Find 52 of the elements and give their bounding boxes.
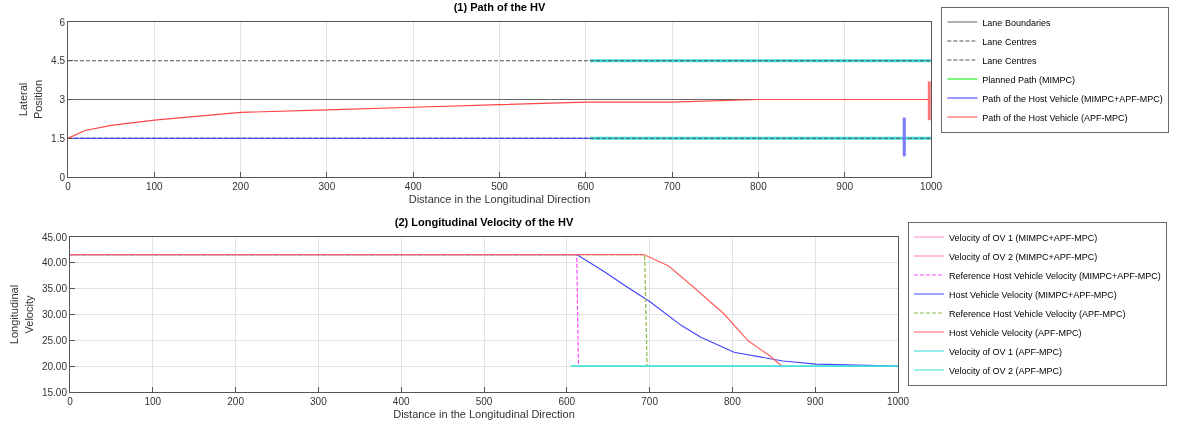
x-tick-label: 300	[318, 181, 336, 192]
legend-label: Reference Host Vehicle Velocity (APF-MPC)	[948, 308, 1126, 319]
legend-label: Path of the Host Vehicle (APF-MPC)	[982, 112, 1128, 123]
y-tick-label: 20.00	[41, 360, 68, 372]
y-axis-title: Longitudinal Velocity	[8, 284, 35, 345]
legend-label: Reference Host Vehicle Velocity (MIMPC+APF-MPC)	[948, 270, 1161, 281]
chart-title: (1) Path of the HV	[453, 0, 546, 13]
legend-label: Path of the Host Vehicle (MIMPC+APF-MPC)	[982, 93, 1163, 104]
chart-title: (2) Longitudinal Velocity of the HV	[394, 215, 574, 228]
x-tick-label: 300	[310, 396, 328, 407]
legend-label: Host Vehicle Velocity (MIMPC+APF-MPC)	[948, 289, 1117, 300]
x-tick-label: 800	[724, 396, 742, 407]
x-tick-label: 400	[392, 396, 410, 407]
x-tick-label: 100	[144, 396, 162, 407]
legend-label: Velocity of OV 1 (APF-MPC)	[948, 346, 1062, 357]
y-tick-label: 35.00	[41, 283, 68, 295]
x-tick-label: 800	[750, 181, 768, 192]
legend-label: Lane Centres	[982, 36, 1037, 47]
legend-label: Host Vehicle Velocity (APF-MPC)	[948, 327, 1082, 338]
y-tick-label: 3	[59, 94, 66, 105]
legend-label: Velocity of OV 2 (MIMPC+APF-MPC)	[948, 251, 1098, 262]
legend-label: Velocity of OV 2 (APF-MPC)	[948, 365, 1062, 376]
legend-label: Velocity of OV 1 (MIMPC+APF-MPC)	[948, 232, 1098, 243]
x-tick-label: 500	[475, 396, 493, 407]
x-tick-label: 1000	[919, 181, 943, 192]
y-tick-label: 6	[59, 16, 66, 28]
x-tick-label: 1000	[886, 396, 910, 407]
y-tick-label: 0	[59, 171, 66, 183]
y-tick-label: 30.00	[41, 309, 68, 320]
y-tick-label: 4.5	[51, 55, 66, 67]
x-tick-label: 900	[836, 181, 854, 192]
y-tick-label: 15.00	[41, 386, 68, 398]
y-tick-label: 45.00	[41, 231, 68, 243]
x-axis-title: Distance in the Longitudinal Direction	[408, 193, 591, 206]
x-tick-label: 600	[577, 181, 595, 192]
x-tick-label: 200	[227, 396, 245, 407]
y-axis-title: Lateral Position	[17, 79, 44, 120]
legend-label: Lane Centres	[982, 55, 1037, 66]
y-tick-label: 40.00	[41, 257, 68, 269]
y-tick-label: 1.5	[51, 132, 66, 144]
x-tick-label: 700	[641, 396, 659, 407]
x-tick-label: 200	[232, 181, 250, 192]
y-tick-label: 25.00	[41, 334, 68, 346]
x-tick-label: 100	[145, 181, 164, 192]
x-tick-label: 400	[404, 181, 422, 192]
legend-label: Lane Boundaries	[982, 17, 1051, 28]
x-axis-title: Distance in the Longitudinal Direction	[393, 408, 575, 421]
x-tick-label: 900	[806, 396, 824, 407]
x-tick-label: 500	[491, 181, 509, 192]
legend-label: Planned Path (MIMPC)	[982, 74, 1075, 85]
x-tick-label: 700	[663, 181, 681, 192]
x-tick-label: 600	[558, 396, 576, 407]
